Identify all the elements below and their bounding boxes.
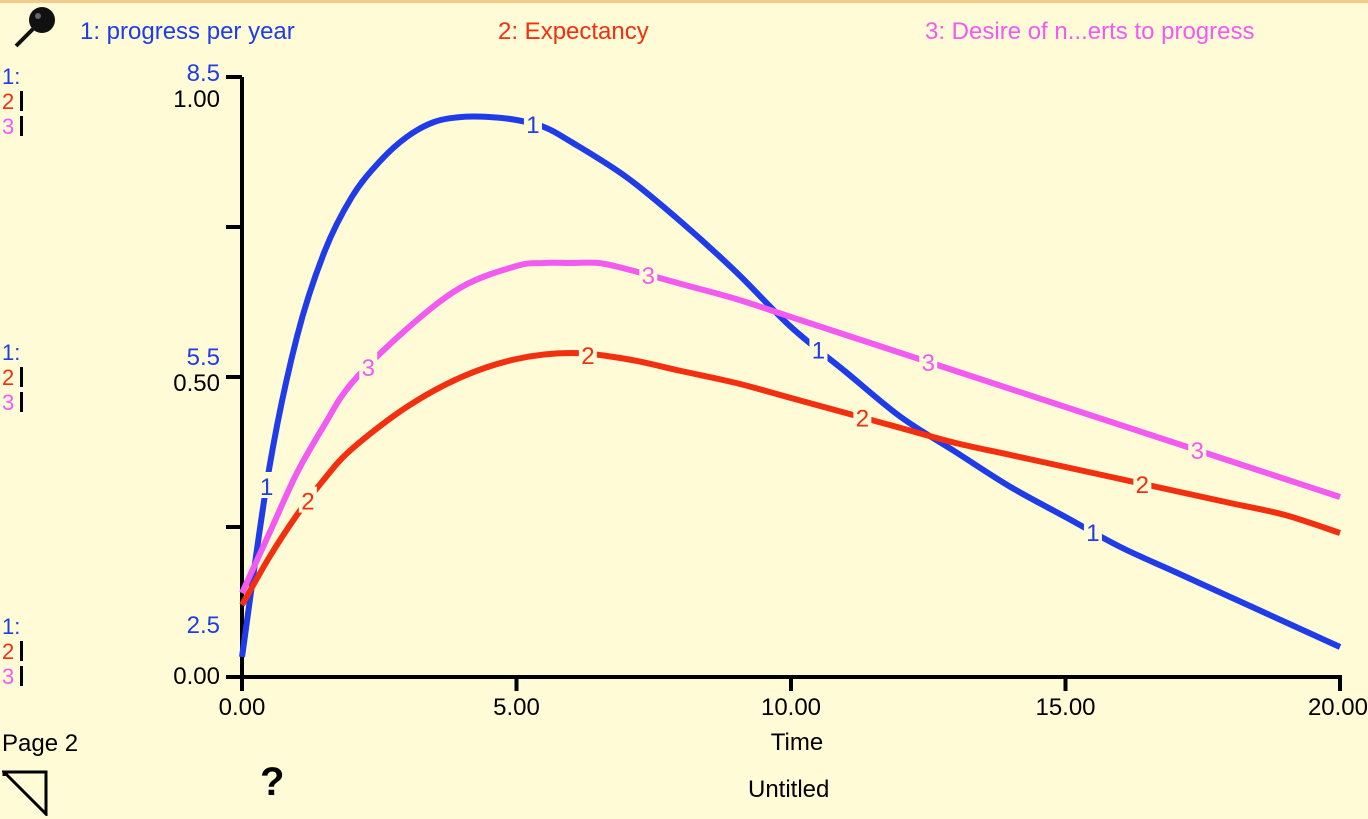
chart-axes bbox=[226, 75, 1342, 691]
series-3-marker-bg bbox=[919, 348, 938, 374]
scale-group-top: 1: 2 3 bbox=[2, 64, 23, 139]
scale-top-label-2: 2 bbox=[2, 89, 23, 114]
series-2-marker-bg bbox=[298, 486, 317, 513]
series-3-marker-bg bbox=[359, 352, 378, 379]
scale-mid-label-3: 3 bbox=[2, 390, 23, 415]
series-3-line bbox=[239, 259, 1341, 595]
series-2-marker-bg bbox=[578, 340, 597, 367]
scale-group-bottom: 1: 2 3 bbox=[2, 614, 23, 689]
legend-series-2: 2: Expectancy bbox=[498, 18, 649, 45]
page-indicator[interactable]: Page 2 bbox=[2, 730, 79, 757]
legend-series-3: 3: Desire of n...erts to progress bbox=[925, 18, 1255, 45]
series-1-marker-bg bbox=[1083, 518, 1102, 544]
scale-bottom-label-3: 3 bbox=[2, 664, 23, 689]
x-tick-labels: 0.00 5.00 10.00 15.00 20.00 bbox=[219, 694, 1368, 721]
scale-top-label-3: 3 bbox=[2, 114, 23, 139]
series-2-marker-0: 2 bbox=[301, 489, 314, 516]
y-tick-s23-mid: 0.50 bbox=[173, 370, 220, 397]
series-2-marker-bg bbox=[1133, 469, 1152, 496]
y-tick-s1-mid: 5.5 bbox=[186, 344, 220, 371]
series-1-marker-bg bbox=[257, 472, 276, 498]
series-3-marker-bg bbox=[639, 261, 658, 287]
pin-icon[interactable] bbox=[10, 4, 60, 50]
x-tick-label: 0.00 bbox=[219, 694, 266, 721]
series-3-marker-bg bbox=[1188, 436, 1207, 463]
y-tick-s23-bottom: 0.00 bbox=[173, 663, 220, 690]
series-2-line bbox=[239, 350, 1341, 607]
help-icon[interactable]: ? bbox=[260, 760, 285, 804]
series-3-marker-0: 3 bbox=[362, 355, 375, 382]
y-tick-s1-top: 8.5 bbox=[186, 60, 220, 87]
series-1-line bbox=[239, 113, 1342, 658]
series-1-marker-0: 1 bbox=[260, 474, 273, 501]
series-1-marker-1: 1 bbox=[526, 112, 539, 139]
series-3-marker-1: 3 bbox=[642, 263, 655, 290]
y-tick-s1-bottom: 2.5 bbox=[186, 612, 220, 639]
scale-mid-label-1: 1: bbox=[2, 340, 21, 365]
series-2-marker-3: 2 bbox=[1136, 472, 1149, 499]
series-3-marker-3: 3 bbox=[1191, 438, 1204, 465]
x-tick-label: 20.00 bbox=[1308, 694, 1368, 721]
legend-series-1: 1: progress per year bbox=[80, 18, 295, 45]
series-3-marker-2: 3 bbox=[922, 350, 935, 377]
x-tick-label: 10.00 bbox=[761, 694, 821, 721]
page-corner-icon[interactable] bbox=[2, 770, 48, 816]
document-title: Untitled bbox=[748, 776, 830, 803]
series-1-marker-bg bbox=[809, 335, 828, 362]
x-axis-label: Time bbox=[771, 729, 823, 756]
scale-bottom-label-1: 1: bbox=[2, 614, 21, 639]
series-2-marker-2: 2 bbox=[856, 406, 869, 433]
series-2-marker-bg bbox=[853, 403, 872, 430]
scale-mid-label-2: 2 bbox=[2, 365, 23, 390]
series-1-marker-bg bbox=[523, 110, 542, 137]
chart-lines: 1 1 1 1 2 2 2 2 3 3 3 3 bbox=[239, 110, 1342, 658]
scale-bottom-label-2: 2 bbox=[2, 639, 23, 664]
x-tick-label: 15.00 bbox=[1035, 694, 1095, 721]
x-tick-label: 5.00 bbox=[493, 694, 540, 721]
scale-top-label-1: 1: bbox=[2, 64, 21, 89]
scale-group-mid: 1: 2 3 bbox=[2, 340, 23, 415]
series-2-marker-1: 2 bbox=[581, 343, 594, 370]
series-1-marker-2: 1 bbox=[812, 338, 825, 365]
series-1-marker-3: 1 bbox=[1086, 520, 1099, 547]
y-tick-s23-top: 1.00 bbox=[173, 86, 220, 113]
